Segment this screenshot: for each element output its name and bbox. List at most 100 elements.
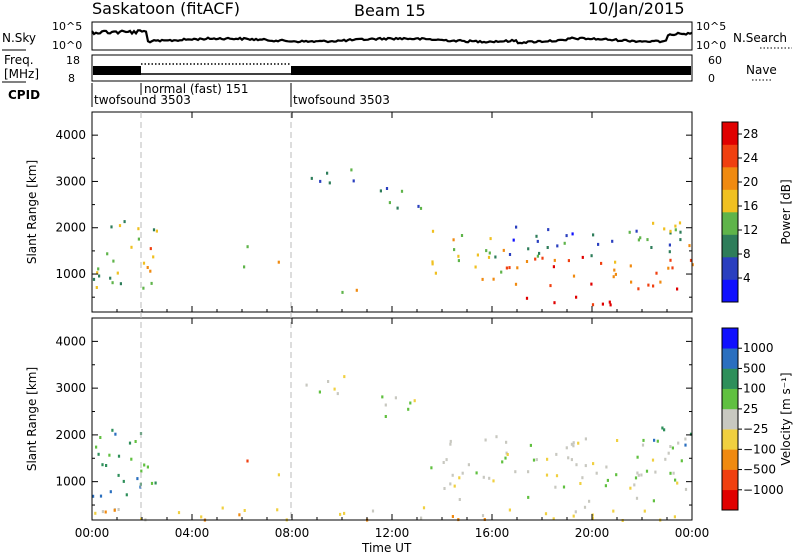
data-cell bbox=[590, 254, 593, 258]
data-cell bbox=[541, 256, 544, 260]
data-cell bbox=[400, 189, 404, 193]
data-cell bbox=[534, 257, 537, 261]
data-cell bbox=[481, 277, 484, 281]
data-cell bbox=[379, 189, 382, 193]
data-cell bbox=[146, 465, 149, 469]
data-cell bbox=[95, 445, 98, 449]
colorbar-segment bbox=[722, 429, 738, 450]
data-cell bbox=[474, 265, 477, 269]
colorbar-tick-label: 100 bbox=[743, 382, 766, 396]
data-cell bbox=[592, 462, 595, 466]
data-cell bbox=[442, 461, 445, 464]
colorbar-segment bbox=[722, 348, 738, 369]
data-cell bbox=[591, 513, 594, 517]
data-cell bbox=[652, 221, 655, 225]
data-cell bbox=[536, 254, 539, 258]
data-cell bbox=[668, 243, 671, 247]
data-cell bbox=[676, 481, 679, 485]
data-cell bbox=[443, 487, 446, 490]
data-cell bbox=[661, 426, 664, 430]
data-cell bbox=[647, 283, 650, 287]
data-cell bbox=[422, 506, 426, 510]
freq-block-1 bbox=[93, 66, 141, 75]
data-cell bbox=[461, 471, 464, 475]
y-tick-label: 3000 bbox=[55, 174, 86, 188]
data-cell bbox=[613, 268, 616, 272]
data-cell bbox=[92, 277, 96, 281]
data-cell bbox=[108, 453, 111, 457]
velocity-colorbar: 1000 500 100 25 −25 −100 −500 −1000 bbox=[721, 327, 784, 511]
data-cell bbox=[641, 443, 645, 447]
data-cell bbox=[501, 460, 504, 464]
data-cell bbox=[635, 229, 638, 233]
data-cell bbox=[549, 284, 552, 288]
data-cell bbox=[488, 476, 491, 480]
data-cell bbox=[546, 457, 549, 461]
data-cell bbox=[134, 440, 137, 443]
nsky-tick-bottom: 10^0 bbox=[52, 39, 82, 52]
colorbar-tick-label: 12 bbox=[743, 223, 758, 237]
data-cell bbox=[111, 281, 114, 285]
data-cell bbox=[112, 259, 115, 263]
data-cell bbox=[567, 259, 570, 263]
x-tick-label: 04:00 bbox=[175, 526, 210, 540]
data-cell bbox=[653, 438, 656, 442]
data-cell bbox=[119, 282, 122, 286]
data-cell bbox=[515, 225, 518, 229]
data-cell bbox=[508, 266, 511, 270]
data-cell bbox=[310, 176, 313, 180]
data-cell bbox=[581, 476, 584, 480]
data-cell bbox=[140, 517, 143, 521]
data-cell bbox=[130, 457, 133, 461]
data-cell bbox=[451, 515, 454, 518]
data-cell bbox=[371, 509, 375, 513]
data-cell bbox=[527, 470, 530, 474]
data-cell bbox=[492, 277, 495, 281]
data-cell bbox=[656, 439, 659, 443]
nave-label: Nave bbox=[746, 63, 777, 77]
data-cell bbox=[512, 238, 515, 242]
data-cell bbox=[476, 253, 479, 257]
data-cell bbox=[355, 288, 358, 292]
date-label: 10/Jan/2015 bbox=[588, 0, 685, 18]
data-cell bbox=[221, 506, 224, 510]
data-cell bbox=[101, 510, 104, 514]
data-cell bbox=[629, 264, 632, 268]
data-cell bbox=[409, 401, 412, 405]
cpid-segment-1: twofsound 3503 bbox=[94, 93, 191, 107]
data-cell bbox=[139, 485, 142, 489]
data-cell bbox=[674, 228, 677, 232]
velocity-panel: 1000 2000 3000 4000 00:00 04:00 08:00 12:00 16:… bbox=[25, 112, 793, 555]
nsearch-tick-top: 10^5 bbox=[696, 20, 726, 33]
x-tick-label: 16:00 bbox=[475, 526, 510, 540]
data-cell bbox=[336, 392, 339, 396]
data-cell bbox=[637, 287, 640, 291]
data-cell bbox=[116, 271, 119, 275]
data-cell bbox=[581, 255, 584, 259]
data-cell bbox=[588, 499, 591, 503]
data-cell bbox=[143, 463, 146, 467]
power-colorbar-label: Power [dB] bbox=[779, 179, 793, 244]
data-cell bbox=[554, 485, 557, 489]
power-colorbar: 4 8 12 16 20 24 28 bbox=[721, 121, 758, 303]
x-tick-label: 12:00 bbox=[375, 526, 410, 540]
freq-label-line1: Freq. bbox=[4, 53, 34, 67]
cpid-segment-2: normal (fast) 151 bbox=[144, 82, 248, 96]
data-cell bbox=[679, 230, 682, 234]
colorbar-segment bbox=[722, 469, 738, 491]
data-cell bbox=[413, 399, 416, 403]
data-cell bbox=[326, 171, 329, 175]
data-cell bbox=[689, 258, 693, 262]
data-cell bbox=[535, 458, 538, 462]
colorbar-tick-label: 1000 bbox=[743, 341, 774, 355]
colorbar-segment bbox=[722, 144, 738, 168]
nsky-label: N.Sky bbox=[2, 31, 36, 45]
data-cell bbox=[680, 459, 683, 463]
data-cell bbox=[646, 238, 649, 242]
data-cell bbox=[634, 476, 638, 480]
data-cell bbox=[669, 229, 672, 233]
data-cell bbox=[615, 473, 618, 477]
data-cell bbox=[601, 302, 604, 306]
data-cell bbox=[612, 509, 615, 513]
